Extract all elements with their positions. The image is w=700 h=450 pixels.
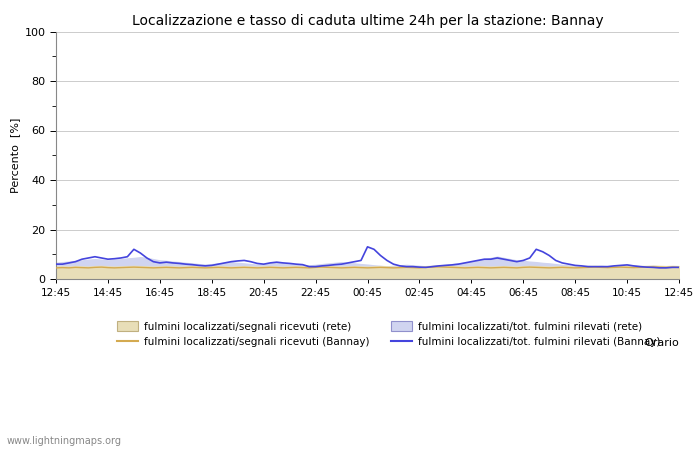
- Text: Orario: Orario: [644, 338, 679, 347]
- Text: www.lightningmaps.org: www.lightningmaps.org: [7, 436, 122, 446]
- Legend: fulmini localizzati/segnali ricevuti (rete), fulmini localizzati/segnali ricevut: fulmini localizzati/segnali ricevuti (re…: [118, 321, 660, 347]
- Title: Localizzazione e tasso di caduta ultime 24h per la stazione: Bannay: Localizzazione e tasso di caduta ultime …: [132, 14, 603, 27]
- Y-axis label: Percento  [%]: Percento [%]: [10, 117, 20, 193]
